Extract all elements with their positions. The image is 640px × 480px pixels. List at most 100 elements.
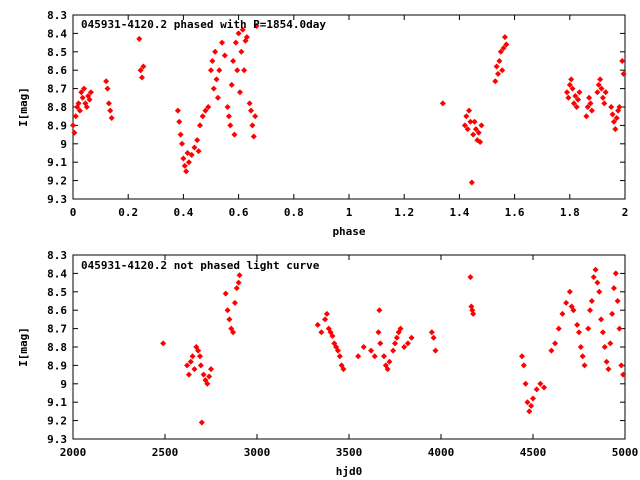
- data-point: [323, 310, 330, 317]
- data-point: [598, 85, 605, 92]
- data-point: [140, 63, 147, 70]
- data-point: [467, 274, 474, 281]
- data-point: [497, 48, 504, 55]
- data-point: [620, 371, 627, 378]
- data-point: [568, 76, 575, 83]
- data-point: [597, 76, 604, 83]
- data-point: [478, 122, 485, 129]
- data-point: [616, 325, 623, 332]
- data-point: [610, 285, 617, 292]
- y-tick-label: 8.9: [47, 119, 67, 132]
- data-point: [246, 100, 253, 107]
- data-point: [380, 353, 387, 360]
- phased-plot-ticks: 0 0.2 0.4 0.6 0.8 1 1.2 1.4 1.6 1.8 2 8.3 8.4 8.5 8.6 8…: [47, 9, 628, 219]
- data-point: [566, 288, 573, 295]
- x-tick-label: 1.8: [560, 206, 580, 219]
- phased-plot-panel: 0 0.2 0.4 0.6 0.8 1 1.2 1.4 1.6 1.8 2 8.3 8.4 8.5 8.6 8…: [17, 9, 628, 238]
- data-point: [185, 159, 192, 166]
- data-point: [235, 30, 242, 37]
- data-point: [592, 266, 599, 273]
- data-point: [231, 131, 238, 138]
- data-point: [198, 419, 205, 426]
- data-point: [177, 131, 184, 138]
- data-point: [233, 285, 240, 292]
- data-point: [499, 67, 506, 74]
- data-point: [588, 107, 595, 114]
- data-point: [475, 129, 482, 136]
- unphased-plot-ticks: 2000 2500 3000 3500 4000 4500 5000 8.3 8.4 8.5 8.6…: [47, 249, 638, 459]
- data-point: [430, 334, 437, 341]
- data-point: [594, 89, 601, 96]
- data-point: [188, 151, 195, 158]
- data-point: [581, 362, 588, 369]
- data-point: [75, 100, 82, 107]
- y-tick-label: 8.6: [47, 64, 67, 77]
- data-point: [595, 81, 602, 88]
- y-tick-label: 9: [60, 378, 67, 391]
- unphased-plot-points: [160, 266, 627, 426]
- data-point: [250, 133, 257, 140]
- data-point: [603, 358, 610, 365]
- phased-plot-points: [70, 23, 627, 186]
- data-point: [609, 310, 616, 317]
- y-tick-label: 8.5: [47, 286, 67, 299]
- data-point: [390, 347, 397, 354]
- data-point: [241, 67, 248, 74]
- data-point: [185, 371, 192, 378]
- data-point: [584, 104, 591, 110]
- data-point: [79, 94, 86, 101]
- data-point: [197, 362, 204, 369]
- data-point: [620, 70, 627, 77]
- data-point: [601, 344, 608, 350]
- data-point: [392, 340, 398, 347]
- data-point: [564, 89, 571, 96]
- data-point: [428, 329, 435, 336]
- y-tick-label: 8.6: [47, 304, 67, 317]
- unphased-plot-xlabel: hjd0: [336, 465, 363, 478]
- data-point: [619, 58, 626, 64]
- data-point: [216, 67, 223, 74]
- data-point: [235, 279, 242, 286]
- data-point: [230, 329, 237, 336]
- data-point: [496, 58, 503, 64]
- data-point: [226, 316, 233, 323]
- data-point: [368, 347, 375, 354]
- data-point: [570, 100, 577, 107]
- data-point: [205, 104, 212, 110]
- data-point: [322, 316, 329, 323]
- data-point: [196, 122, 203, 129]
- data-point: [194, 137, 201, 144]
- data-point: [336, 353, 343, 360]
- data-point: [355, 353, 362, 360]
- data-point: [191, 366, 198, 373]
- data-point: [618, 362, 625, 369]
- data-point: [180, 155, 187, 162]
- data-point: [461, 122, 468, 129]
- data-point: [210, 85, 217, 92]
- data-point: [401, 344, 408, 350]
- data-point: [464, 126, 471, 133]
- data-point: [249, 122, 256, 129]
- data-point: [520, 362, 527, 369]
- data-point: [470, 131, 477, 138]
- data-point: [196, 353, 203, 360]
- data-point: [472, 126, 479, 133]
- data-point: [231, 299, 238, 306]
- data-point: [86, 96, 93, 103]
- data-point: [570, 307, 577, 314]
- y-tick-label: 8.3: [47, 249, 67, 262]
- y-tick-label: 9.1: [47, 396, 67, 409]
- data-point: [377, 340, 384, 347]
- phased-plot-ylabel: I[mag]: [17, 87, 30, 127]
- data-point: [608, 104, 615, 110]
- data-point: [83, 104, 90, 110]
- y-tick-label: 8.4: [47, 27, 67, 40]
- data-point: [585, 325, 592, 332]
- data-point: [105, 100, 112, 107]
- data-point: [199, 113, 206, 120]
- data-point: [526, 408, 533, 415]
- data-point: [471, 118, 478, 125]
- data-point: [583, 113, 590, 120]
- y-tick-label: 8.4: [47, 267, 67, 280]
